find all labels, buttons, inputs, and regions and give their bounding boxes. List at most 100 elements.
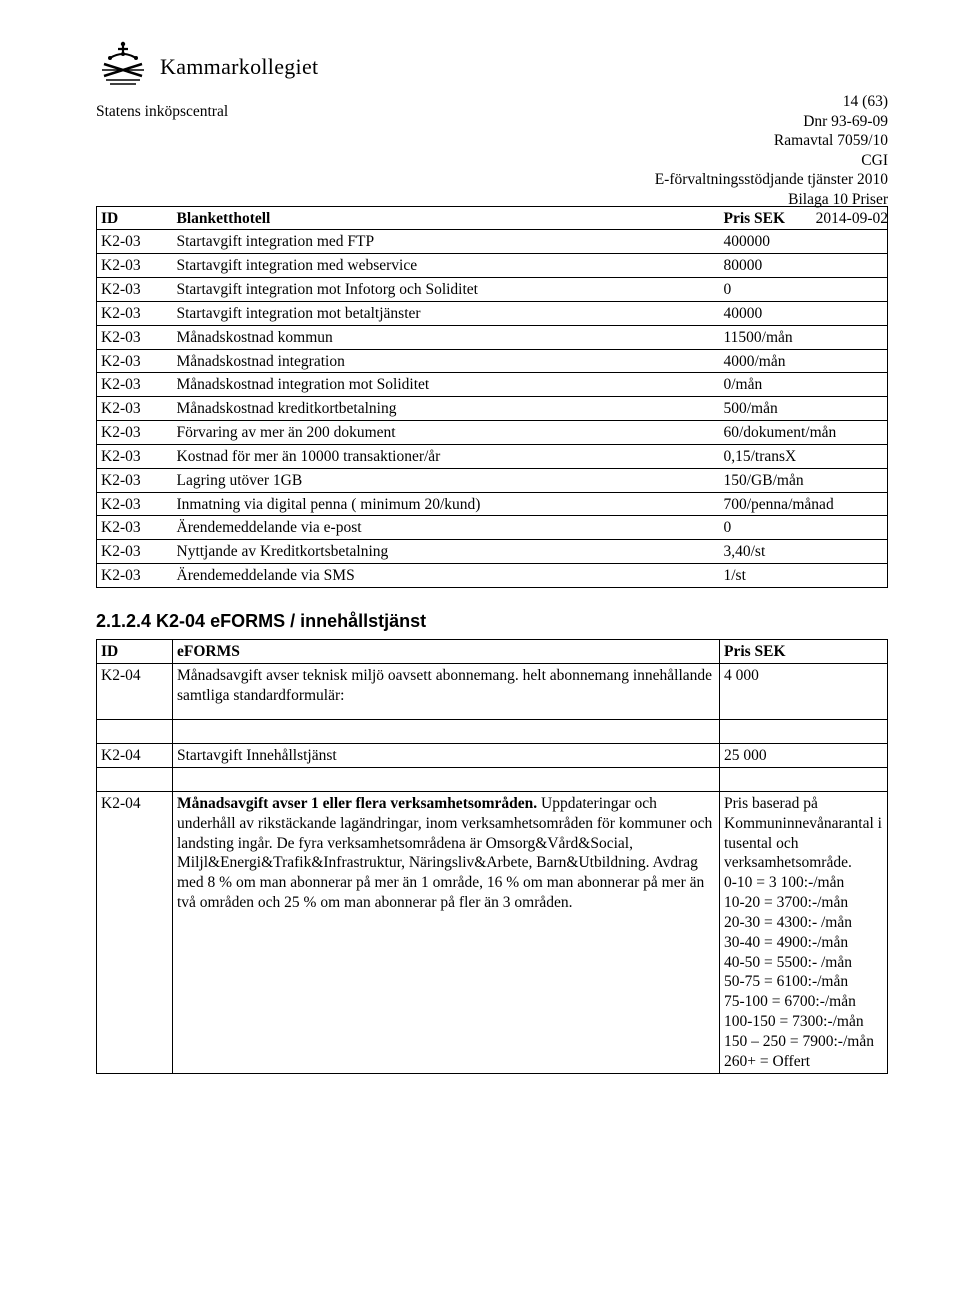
price-line: 100-150 = 7300:-/mån: [724, 1012, 883, 1032]
cell-price: 0: [720, 516, 888, 540]
header-right-line: Bilaga 10 Priser: [655, 190, 888, 209]
cell-price: 25 000: [720, 744, 888, 768]
desc-rest: Uppdateringar och underhåll av rikstäcka…: [177, 795, 712, 911]
blanketthotell-table: ID Blanketthotell Pris SEK K2-03Startavg…: [96, 206, 888, 588]
logo-text: Kammarkollegiet: [160, 53, 318, 81]
cell-price: 0/mån: [720, 373, 888, 397]
price-line: Pris baserad på Kommuninnevånarantal i t…: [724, 794, 883, 873]
col-id: ID: [97, 206, 173, 230]
table-row: K2-03Kostnad för mer än 10000 transaktio…: [97, 444, 888, 468]
cell-id: K2-03: [97, 254, 173, 278]
cell-desc: Startavgift integration med FTP: [173, 230, 720, 254]
logo-row: Kammarkollegiet: [96, 40, 888, 94]
table-row: K2-03Ärendemeddelande via e-post0: [97, 516, 888, 540]
price-line: 10-20 = 3700:-/mån: [724, 893, 883, 913]
cell-desc: Nyttjande av Kreditkortsbetalning: [173, 540, 720, 564]
spacer-cell: [173, 768, 720, 792]
table-row: K2-03Nyttjande av Kreditkortsbetalning3,…: [97, 540, 888, 564]
cell-desc: Förvaring av mer än 200 dokument: [173, 421, 720, 445]
cell-price: 40000: [720, 301, 888, 325]
table-row: K2-03Månadskostnad integration4000/mån: [97, 349, 888, 373]
page-number: 14 (63): [843, 92, 888, 112]
cell-desc: Ärendemeddelande via e-post: [173, 516, 720, 540]
cell-id: K2-03: [97, 301, 173, 325]
table-spacer-row: [97, 768, 888, 792]
table-row: K2-03Månadskostnad integration mot Solid…: [97, 373, 888, 397]
header-right-line: CGI: [655, 151, 888, 170]
cell-price: 4 000: [720, 663, 888, 720]
header-right-line: Dnr 93-69-09: [655, 112, 888, 131]
table-row: K2-03Startavgift integration med FTP4000…: [97, 230, 888, 254]
cell-id: K2-03: [97, 278, 173, 302]
cell-id: K2-03: [97, 349, 173, 373]
price-line: 75-100 = 6700:-/mån: [724, 992, 883, 1012]
cell-desc: Månadskostnad kreditkortbetalning: [173, 397, 720, 421]
cell-price: Pris baserad på Kommuninnevånarantal i t…: [720, 791, 888, 1073]
col-desc: Blanketthotell: [173, 206, 720, 230]
cell-desc: Månadsavgift avser 1 eller flera verksam…: [173, 791, 720, 1073]
price-line: 30-40 = 4900:-/mån: [724, 933, 883, 953]
table-row: K2-03Månadskostnad kommun11500/mån: [97, 325, 888, 349]
table-row: K2-03Lagring utöver 1GB150/GB/mån: [97, 468, 888, 492]
table-row: K2-03Startavgift integration mot betaltj…: [97, 301, 888, 325]
eforms-table: ID eFORMS Pris SEK K2-04Månadsavgift avs…: [96, 639, 888, 1074]
table-row: K2-03Förvaring av mer än 200 dokument60/…: [97, 421, 888, 445]
table-row: K2-03Ärendemeddelande via SMS1/st: [97, 564, 888, 588]
cell-id: K2-03: [97, 564, 173, 588]
cell-id: K2-03: [97, 421, 173, 445]
cell-desc: Ärendemeddelande via SMS: [173, 564, 720, 588]
price-line: 50-75 = 6100:-/mån: [724, 972, 883, 992]
price-line: 260+ = Offert: [724, 1052, 883, 1072]
cell-price: 0,15/transX: [720, 444, 888, 468]
table-row: K2-03Månadskostnad kreditkortbetalning50…: [97, 397, 888, 421]
col-id: ID: [97, 639, 173, 663]
table-row: K2-03Inmatning via digital penna ( minim…: [97, 492, 888, 516]
price-line: 20-30 = 4300:- /mån: [724, 913, 883, 933]
table-row: K2-04Startavgift Innehållstjänst25 000: [97, 744, 888, 768]
cell-id: K2-03: [97, 516, 173, 540]
table-header-row: ID eFORMS Pris SEK: [97, 639, 888, 663]
cell-id: K2-03: [97, 540, 173, 564]
cell-desc: Startavgift integration med webservice: [173, 254, 720, 278]
cell-price: 11500/mån: [720, 325, 888, 349]
cell-price: 80000: [720, 254, 888, 278]
cell-desc: Månadskostnad integration: [173, 349, 720, 373]
header-right-line: 2014-09-02: [655, 209, 888, 228]
cell-price: 500/mån: [720, 397, 888, 421]
cell-price: 0: [720, 278, 888, 302]
cell-id: K2-03: [97, 444, 173, 468]
cell-price: 400000: [720, 230, 888, 254]
spacer-cell: [720, 720, 888, 744]
cell-id: K2-03: [97, 230, 173, 254]
cell-price: 3,40/st: [720, 540, 888, 564]
table-spacer-row: [97, 720, 888, 744]
table-row: K2-03Startavgift integration mot Infotor…: [97, 278, 888, 302]
cell-price: 60/dokument/mån: [720, 421, 888, 445]
header-right-line: Ramavtal 7059/10: [655, 131, 888, 150]
price-line: 0-10 = 3 100:-/mån: [724, 873, 883, 893]
cell-desc: Kostnad för mer än 10000 transaktioner/å…: [173, 444, 720, 468]
desc-bold: Månadsavgift avser 1 eller flera verksam…: [177, 795, 537, 812]
cell-price: 700/penna/månad: [720, 492, 888, 516]
cell-desc: Lagring utöver 1GB: [173, 468, 720, 492]
table-row: K2-03Startavgift integration med webserv…: [97, 254, 888, 278]
cell-id: K2-03: [97, 373, 173, 397]
table-row: K2-04Månadsavgift avser teknisk miljö oa…: [97, 663, 888, 720]
crown-logo-icon: [96, 40, 150, 94]
spacer-cell: [97, 768, 173, 792]
cell-desc: Startavgift integration mot Infotorg och…: [173, 278, 720, 302]
cell-desc: Startavgift Innehållstjänst: [173, 744, 720, 768]
spacer-cell: [97, 720, 173, 744]
page-header: Kammarkollegiet 14 (63) Statens inköpsce…: [96, 40, 888, 122]
cell-price: 150/GB/mån: [720, 468, 888, 492]
spacer-cell: [173, 720, 720, 744]
cell-desc: Inmatning via digital penna ( minimum 20…: [173, 492, 720, 516]
cell-id: K2-03: [97, 325, 173, 349]
cell-price: 4000/mån: [720, 349, 888, 373]
col-price: Pris SEK: [720, 639, 888, 663]
header-right-line: E-förvaltningsstödjande tjänster 2010: [655, 170, 888, 189]
section-heading: 2.1.2.4 K2-04 eFORMS / innehållstjänst: [96, 610, 888, 633]
col-desc: eFORMS: [173, 639, 720, 663]
header-right-block: Dnr 93-69-09 Ramavtal 7059/10 CGI E-förv…: [655, 112, 888, 228]
cell-desc: Månadsavgift avser teknisk miljö oavsett…: [173, 663, 720, 720]
